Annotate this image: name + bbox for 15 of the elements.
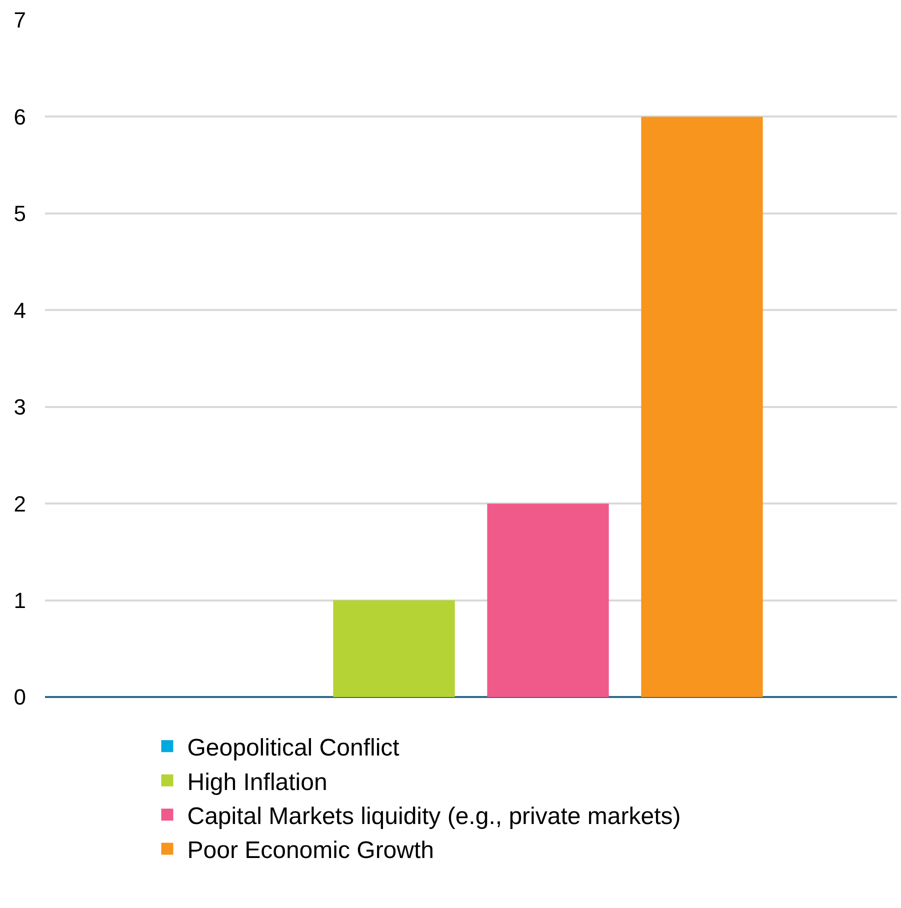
y-tick-label: 1 [14, 588, 26, 613]
legend-label: Capital Markets liquidity (e.g., private markets) [187, 802, 681, 830]
legend-label: High Inflation [187, 768, 328, 796]
legend-label: Poor Economic Growth [187, 837, 434, 864]
bar [641, 116, 763, 697]
bar [333, 600, 455, 697]
y-tick-label: 4 [14, 298, 26, 323]
bar [487, 504, 609, 697]
y-tick-label: 7 [14, 8, 26, 33]
y-tick-label: 0 [14, 684, 26, 710]
y-tick-label: 5 [14, 201, 26, 226]
y-tick-label: 6 [14, 104, 26, 130]
legend-label: Geopolitical Conflict [187, 734, 400, 762]
y-tick-label: 3 [14, 394, 26, 420]
y-tick-label: 2 [14, 491, 26, 516]
